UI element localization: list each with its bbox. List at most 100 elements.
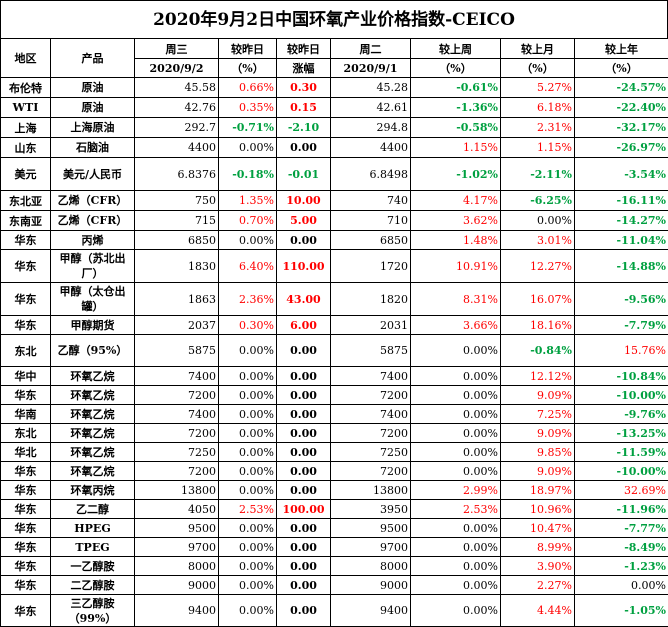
cell-wed-price: 4400 <box>135 138 219 158</box>
cell-change: 6.00 <box>277 316 331 335</box>
cell-pct-day: 6.40% <box>219 250 277 283</box>
cell-tue-price: 7250 <box>331 443 411 462</box>
cell-tue-price: 7400 <box>331 405 411 424</box>
cell-pct-week: 0.00% <box>411 405 501 424</box>
cell-product: 甲醇（苏北出厂） <box>51 250 135 283</box>
cell-pct-year: -11.96% <box>575 500 668 519</box>
cell-wed-price: 5875 <box>135 335 219 367</box>
cell-change: 0.00 <box>277 576 331 595</box>
cell-product: 美元/人民币 <box>51 158 135 191</box>
cell-change: 0.00 <box>277 386 331 405</box>
cell-region: 华东 <box>1 538 51 557</box>
cell-region: 华东 <box>1 557 51 576</box>
header-vs-last-week: 较上周 <box>411 39 501 59</box>
cell-pct-month: 5.27% <box>501 78 575 98</box>
cell-wed-price: 13800 <box>135 481 219 500</box>
cell-change: 100.00 <box>277 500 331 519</box>
cell-pct-day: 0.70% <box>219 211 277 231</box>
cell-change: 0.00 <box>277 462 331 481</box>
cell-pct-week: 0.00% <box>411 386 501 405</box>
cell-pct-week: 2.99% <box>411 481 501 500</box>
cell-region: 华东 <box>1 250 51 283</box>
cell-wed-price: 45.58 <box>135 78 219 98</box>
cell-pct-month: -0.84% <box>501 335 575 367</box>
cell-product: 乙醇（95%） <box>51 335 135 367</box>
cell-pct-week: 8.31% <box>411 283 501 316</box>
cell-change: 0.00 <box>277 595 331 627</box>
cell-pct-year: -10.00% <box>575 462 668 481</box>
page-title: 2020年9月2日中国环氧产业价格指数-CEICO <box>0 0 668 38</box>
cell-product: 环氧乙烷 <box>51 462 135 481</box>
cell-pct-month: 9.09% <box>501 386 575 405</box>
cell-pct-year: -10.00% <box>575 386 668 405</box>
cell-pct-week: 3.66% <box>411 316 501 335</box>
cell-wed-price: 7250 <box>135 443 219 462</box>
header-wed: 周三 <box>135 39 219 59</box>
cell-pct-year: -3.54% <box>575 158 668 191</box>
price-index-table: 地区 产品 周三 较昨日 较昨日 周二 较上周 较上月 较上年 2020/9/2… <box>0 38 668 627</box>
cell-pct-week: 0.00% <box>411 335 501 367</box>
cell-region: 美元 <box>1 158 51 191</box>
cell-region: 山东 <box>1 138 51 158</box>
cell-wed-price: 1863 <box>135 283 219 316</box>
header-vs-last-month: 较上月 <box>501 39 575 59</box>
cell-pct-year: -24.57% <box>575 78 668 98</box>
cell-wed-price: 9500 <box>135 519 219 538</box>
cell-product: 丙烯 <box>51 231 135 250</box>
cell-pct-day: 0.00% <box>219 424 277 443</box>
cell-region: 东北亚 <box>1 191 51 211</box>
cell-pct-week: -1.36% <box>411 98 501 118</box>
cell-pct-year: -9.76% <box>575 405 668 424</box>
cell-product: 二乙醇胺 <box>51 576 135 595</box>
cell-pct-day: 2.36% <box>219 283 277 316</box>
cell-pct-year: 15.76% <box>575 335 668 367</box>
cell-pct-month: 18.16% <box>501 316 575 335</box>
cell-pct-day: 0.00% <box>219 576 277 595</box>
cell-product: HPEG <box>51 519 135 538</box>
cell-change: -0.01 <box>277 158 331 191</box>
cell-region: 华东 <box>1 576 51 595</box>
header-tue-date: 2020/9/1 <box>331 59 411 78</box>
cell-pct-month: 18.97% <box>501 481 575 500</box>
header-wed-date: 2020/9/2 <box>135 59 219 78</box>
cell-tue-price: 7200 <box>331 462 411 481</box>
cell-pct-day: 0.00% <box>219 386 277 405</box>
cell-change: -2.10 <box>277 118 331 138</box>
cell-pct-day: 0.00% <box>219 595 277 627</box>
cell-pct-year: -11.04% <box>575 231 668 250</box>
cell-product: 上海原油 <box>51 118 135 138</box>
cell-product: 甲醇期货 <box>51 316 135 335</box>
cell-region: 华东 <box>1 519 51 538</box>
cell-wed-price: 750 <box>135 191 219 211</box>
header-vs-yesterday-2: 较昨日 <box>277 39 331 59</box>
cell-pct-year: -7.77% <box>575 519 668 538</box>
cell-change: 0.00 <box>277 443 331 462</box>
cell-change: 110.00 <box>277 250 331 283</box>
cell-product: 环氧乙烷 <box>51 386 135 405</box>
cell-product: 乙烯（CFR） <box>51 211 135 231</box>
cell-pct-year: -1.23% <box>575 557 668 576</box>
cell-pct-day: 0.00% <box>219 405 277 424</box>
cell-pct-year: -13.25% <box>575 424 668 443</box>
cell-pct-year: -16.11% <box>575 191 668 211</box>
cell-change: 0.15 <box>277 98 331 118</box>
cell-pct-day: 0.00% <box>219 462 277 481</box>
cell-wed-price: 715 <box>135 211 219 231</box>
cell-pct-year: -11.59% <box>575 443 668 462</box>
cell-pct-week: -0.58% <box>411 118 501 138</box>
cell-tue-price: 294.8 <box>331 118 411 138</box>
cell-tue-price: 8000 <box>331 557 411 576</box>
cell-wed-price: 7400 <box>135 367 219 386</box>
cell-pct-month: 4.44% <box>501 595 575 627</box>
cell-wed-price: 6850 <box>135 231 219 250</box>
cell-wed-price: 7200 <box>135 424 219 443</box>
cell-region: 华北 <box>1 443 51 462</box>
